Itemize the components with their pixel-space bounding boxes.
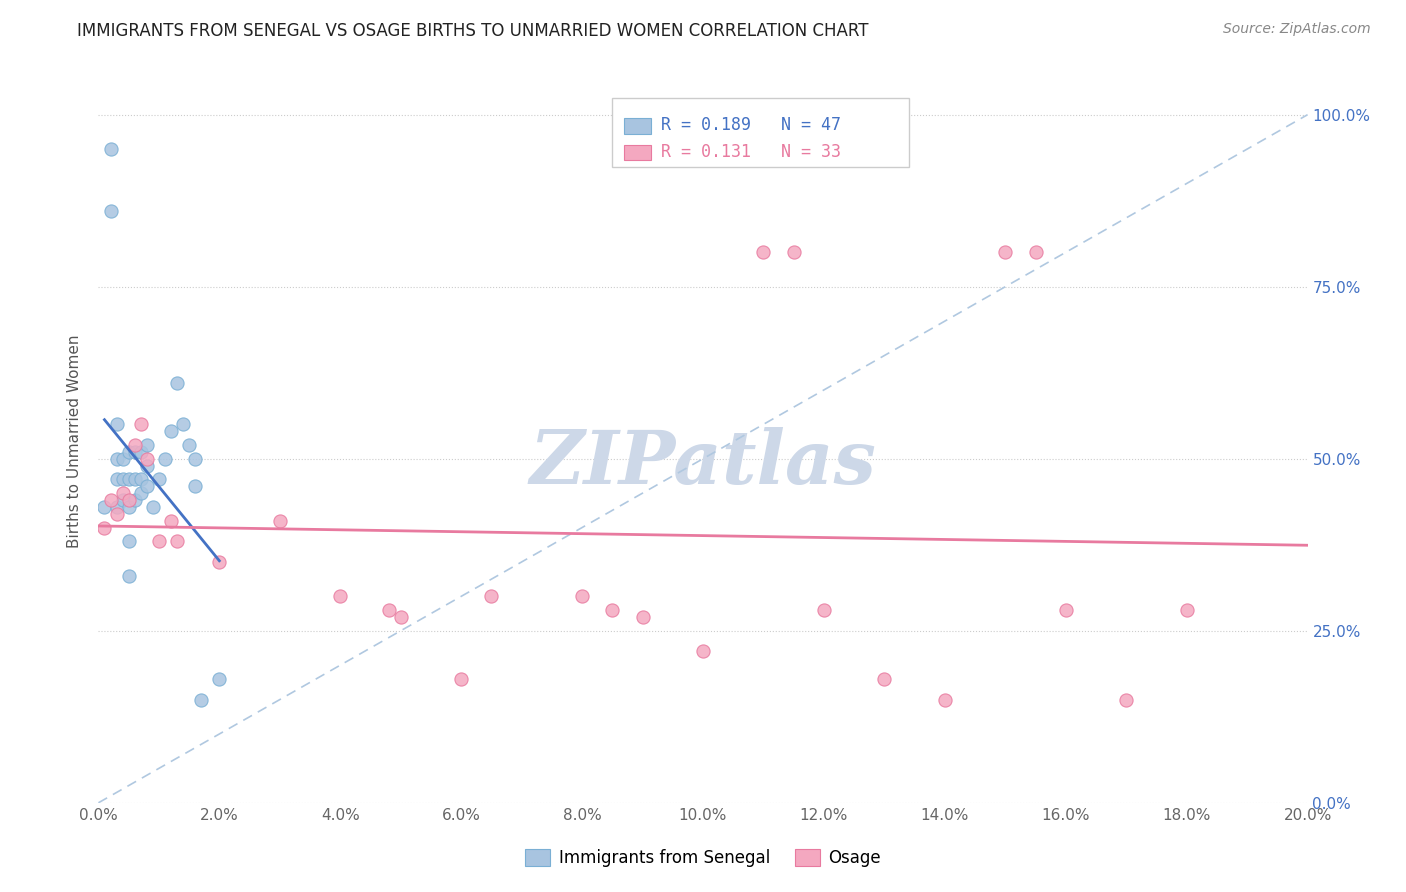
Point: [1024, 245, 1046, 260]
Point: [172, 417, 194, 432]
Bar: [624, 145, 651, 161]
Point: [118, 500, 141, 514]
Point: [111, 451, 134, 466]
Point: [934, 692, 956, 706]
Point: [105, 417, 128, 432]
Text: R = 0.189   N = 47: R = 0.189 N = 47: [661, 116, 841, 134]
Point: [602, 603, 624, 617]
Point: [129, 445, 152, 459]
Point: [269, 514, 291, 528]
Point: [105, 451, 128, 466]
Point: [184, 479, 207, 493]
Point: [100, 142, 122, 156]
Point: [752, 245, 775, 260]
Point: [190, 692, 212, 706]
Point: [111, 486, 134, 500]
Point: [93, 520, 115, 534]
Point: [135, 438, 157, 452]
FancyBboxPatch shape: [613, 98, 908, 167]
Point: [631, 610, 654, 624]
Point: [105, 472, 128, 486]
Point: [208, 555, 231, 569]
Point: [481, 590, 503, 604]
Point: [148, 534, 170, 549]
Point: [100, 204, 122, 219]
Point: [1115, 692, 1137, 706]
Point: [994, 245, 1017, 260]
Point: [105, 500, 128, 514]
Point: [329, 590, 352, 604]
Point: [377, 603, 399, 617]
Point: [1054, 603, 1077, 617]
Point: [105, 507, 128, 521]
Point: [1175, 603, 1198, 617]
Point: [118, 568, 141, 582]
Point: [142, 500, 165, 514]
Point: [118, 445, 141, 459]
Point: [135, 451, 157, 466]
Point: [571, 590, 593, 604]
Text: Source: ZipAtlas.com: Source: ZipAtlas.com: [1223, 22, 1371, 37]
Text: ZIPatlas: ZIPatlas: [530, 427, 876, 500]
Point: [124, 438, 146, 452]
Point: [166, 376, 188, 390]
Point: [111, 493, 134, 508]
Point: [135, 458, 157, 473]
Point: [160, 514, 183, 528]
Point: [148, 472, 170, 486]
Point: [783, 245, 806, 260]
Point: [111, 472, 134, 486]
Point: [184, 451, 207, 466]
Text: R = 0.131   N = 33: R = 0.131 N = 33: [661, 143, 841, 161]
Point: [118, 472, 141, 486]
Y-axis label: Births to Unmarried Women: Births to Unmarried Women: [67, 334, 83, 549]
Legend: Immigrants from Senegal, Osage: Immigrants from Senegal, Osage: [526, 848, 880, 867]
Point: [160, 424, 183, 438]
Point: [873, 672, 896, 686]
Point: [153, 451, 176, 466]
Point: [692, 644, 714, 658]
Point: [129, 472, 152, 486]
Point: [118, 534, 141, 549]
Point: [179, 438, 201, 452]
Point: [135, 479, 157, 493]
Point: [124, 493, 146, 508]
Point: [208, 672, 231, 686]
Point: [129, 417, 152, 432]
Point: [166, 534, 188, 549]
Point: [450, 672, 472, 686]
Point: [93, 500, 115, 514]
Point: [389, 610, 412, 624]
Point: [129, 486, 152, 500]
Text: IMMIGRANTS FROM SENEGAL VS OSAGE BIRTHS TO UNMARRIED WOMEN CORRELATION CHART: IMMIGRANTS FROM SENEGAL VS OSAGE BIRTHS …: [77, 22, 869, 40]
Point: [813, 603, 835, 617]
Point: [100, 493, 122, 508]
Point: [118, 493, 141, 508]
Point: [124, 472, 146, 486]
Point: [124, 445, 146, 459]
Bar: [624, 118, 651, 134]
